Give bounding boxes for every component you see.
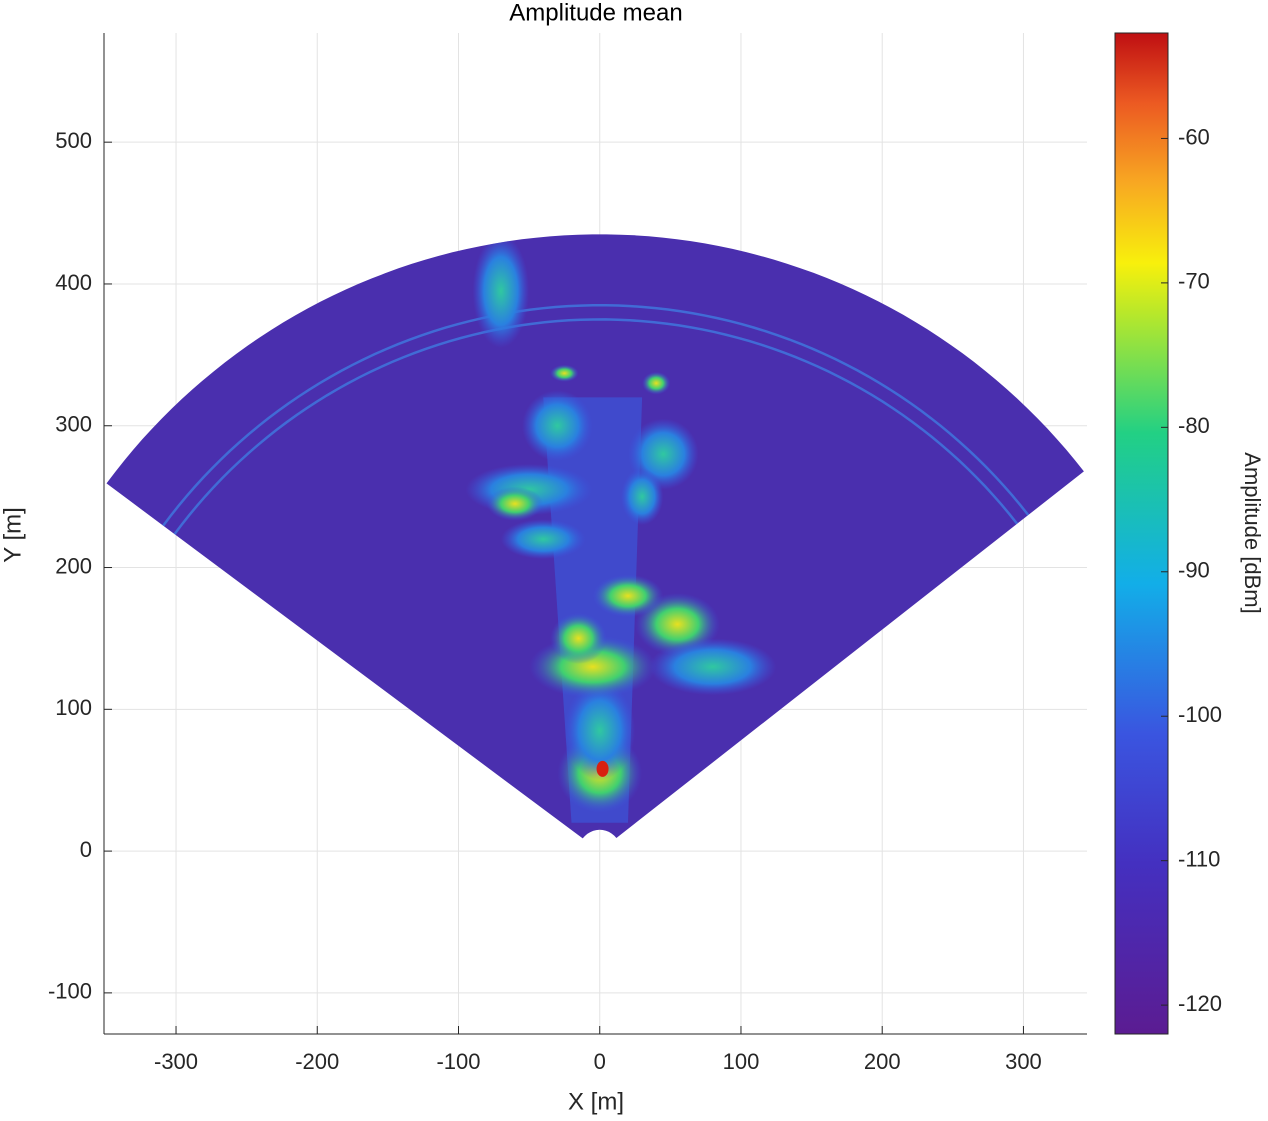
ring [162, 304, 1030, 527]
heatmap [106, 234, 1084, 839]
colorbar: -120 -110 -100 -90 -80 -70 -60 [1114, 32, 1222, 1035]
colorbar-tick-label: -60 [1178, 124, 1210, 149]
echo [649, 638, 777, 696]
colorbar-tick-label: -100 [1178, 702, 1222, 727]
echo [564, 680, 635, 781]
echo [550, 612, 607, 664]
y-tick-label: 200 [55, 553, 92, 578]
x-tick-label: -200 [295, 1049, 339, 1074]
echo [472, 234, 530, 348]
echo [486, 486, 544, 521]
colorbar-tick-label: -70 [1178, 269, 1210, 294]
y-axis-label: Y [m] [0, 507, 26, 563]
axes: -300 -200 -100 0 100 200 300 -100 0 100 200 300 400 5… [48, 33, 1087, 1074]
echo [642, 371, 671, 395]
colorbar-tick-label: -120 [1178, 991, 1222, 1016]
echo [500, 519, 586, 560]
y-tick-label: 100 [55, 695, 92, 720]
colorbar-scale [1114, 32, 1169, 1035]
x-tick-label: -300 [154, 1049, 198, 1074]
y-tick-label: 300 [55, 412, 92, 437]
ring [173, 318, 1019, 535]
colorbar-label: Amplitude [dBm] [1240, 452, 1265, 613]
echo-peak [596, 760, 609, 777]
echo [522, 390, 593, 462]
colorbar-tick-label: -80 [1178, 413, 1210, 438]
echo [592, 574, 664, 618]
x-tick-label: -100 [436, 1049, 480, 1074]
colorbar-tick-label: -90 [1178, 558, 1210, 583]
y-tick-label: 500 [55, 128, 92, 153]
x-tick-label: 100 [723, 1049, 760, 1074]
x-tick-label: 200 [864, 1049, 901, 1074]
x-tick-label: 300 [1005, 1049, 1042, 1074]
echo [550, 364, 579, 382]
y-tick-label: -100 [48, 979, 92, 1004]
fan-texture [162, 234, 1030, 823]
x-tick-label: 0 [594, 1049, 606, 1074]
colorbar-tick-label: -110 [1178, 846, 1220, 871]
chart-title: Amplitude mean [509, 0, 682, 26]
x-axis-label: X [m] [568, 1088, 624, 1115]
echo [620, 468, 664, 526]
y-tick-label: 400 [55, 270, 92, 295]
y-tick-label: 0 [80, 837, 92, 862]
